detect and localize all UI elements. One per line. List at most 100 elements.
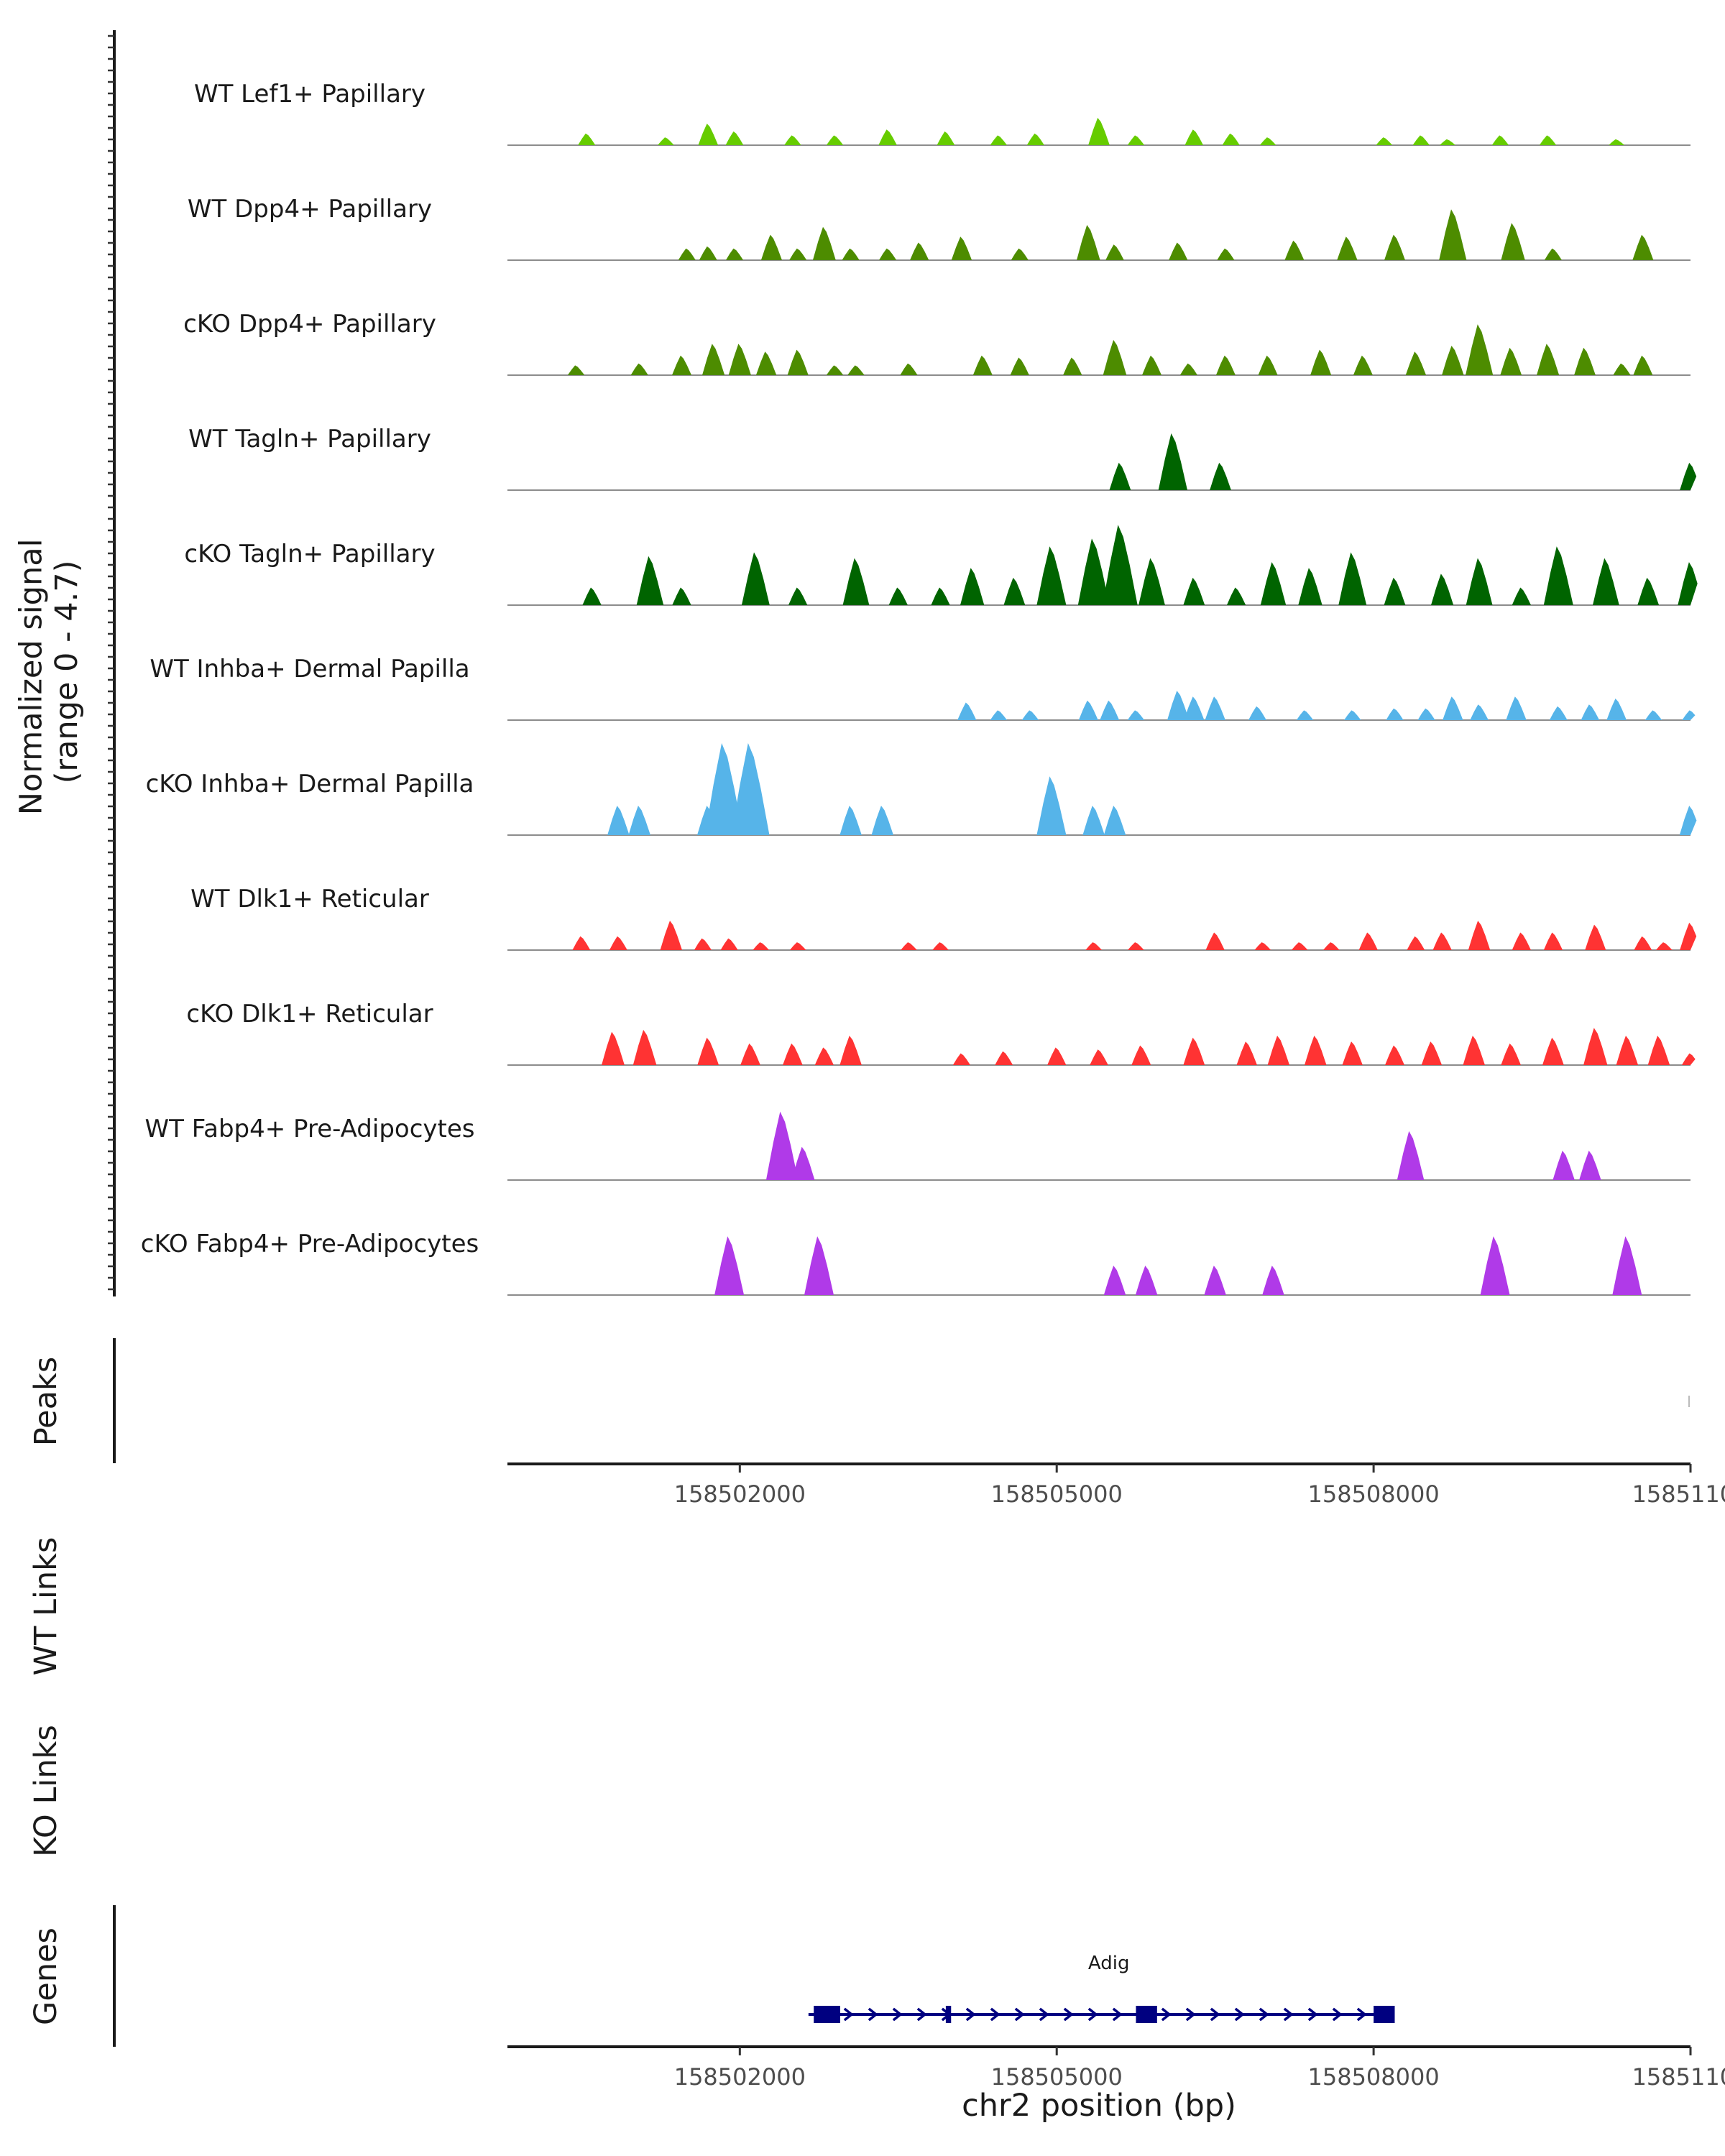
peaks-x-tick-label: 158502000 — [674, 1480, 806, 1508]
links-panel: WT Links KO Links — [28, 1537, 64, 1857]
signal-peak — [1204, 1266, 1226, 1295]
gene-adig: Adig — [808, 1953, 1395, 2023]
y-axis-title-line-1: Normalized signal — [14, 538, 50, 815]
signal-peak — [1612, 1236, 1642, 1295]
signal-peak — [1549, 706, 1568, 720]
signal-peak — [741, 552, 770, 605]
peaks-panel: Peaks 158502000 158505000 158508000 15851100 — [28, 1338, 1725, 1508]
signal-peak — [697, 1037, 719, 1065]
signal-peak — [1466, 558, 1493, 605]
signal-peak — [879, 248, 897, 260]
signal-peak — [1655, 942, 1673, 950]
signal-peak — [1644, 710, 1662, 720]
signal-peak — [1466, 324, 1494, 375]
signal-peak — [1543, 546, 1573, 605]
track-label: cKO Dpp4+ Papillary — [183, 310, 436, 338]
signal-peak — [1443, 696, 1463, 720]
signal-peak — [1384, 234, 1405, 260]
signal-peak — [1500, 347, 1522, 375]
signal-peak — [632, 1030, 657, 1065]
signal-peak — [1397, 1130, 1425, 1180]
track-label: WT Dpp4+ Papillary — [188, 195, 432, 224]
signal-peak — [960, 568, 985, 605]
genes-panel: Genes Adig 158502000 158505000 158508000 1585… — [28, 1905, 1725, 2124]
signal-peak — [900, 363, 918, 375]
gene-exon — [1374, 2006, 1395, 2023]
signal-peak — [1082, 806, 1105, 835]
signal-peak — [1480, 1236, 1510, 1295]
signal-peak — [1353, 355, 1373, 375]
strand-arrow — [1112, 2007, 1123, 2022]
signal-peak — [1183, 1037, 1205, 1065]
signal-peak — [1376, 137, 1393, 145]
track-label: cKO Fabp4+ Pre-Adipocytes — [141, 1230, 479, 1258]
signal-peak — [1384, 577, 1406, 605]
gene-name-label: Adig — [1088, 1953, 1130, 1974]
signal-peak — [1682, 710, 1696, 720]
signal-peak — [636, 556, 664, 605]
signal-peak — [1128, 942, 1144, 950]
signal-peak — [1284, 240, 1305, 260]
signal-peak — [1385, 1045, 1404, 1065]
signal-peak — [1131, 1045, 1151, 1065]
signal-peak — [1439, 209, 1467, 260]
signal-peak — [1417, 708, 1435, 720]
signal-peak — [788, 587, 808, 605]
signal-peak — [740, 1044, 760, 1065]
signal-peak — [1552, 1151, 1575, 1180]
signal-peak — [578, 133, 596, 145]
signal-peak — [1217, 248, 1235, 260]
signal-peak — [1105, 244, 1124, 260]
signal-peak — [1226, 587, 1246, 605]
signal-peak — [1613, 363, 1631, 375]
signal-peak — [567, 365, 585, 375]
signal-peak — [1184, 696, 1205, 720]
signal-peak — [1010, 357, 1029, 375]
signal-peak — [791, 1146, 815, 1180]
signal-peak — [630, 363, 648, 375]
track-cko-tagln-papillary: cKO Tagln+ Papillary — [184, 525, 1698, 606]
strand-arrow — [1332, 2007, 1343, 2022]
signal-peak — [1405, 351, 1427, 375]
signal-peak — [1680, 462, 1697, 490]
signal-peak — [1296, 710, 1314, 720]
genes-x-tick-label: 15851100 — [1632, 2063, 1725, 2091]
strand-arrow — [1161, 2007, 1172, 2022]
track-wt-fabp4-pre-adipocytes: WT Fabp4+ Pre-Adipocytes — [145, 1111, 1690, 1181]
signal-peak — [1342, 1041, 1363, 1065]
signal-peak — [628, 806, 650, 835]
signal-peak — [888, 587, 908, 605]
strand-arrow — [990, 2007, 1000, 2022]
gene-exon — [1136, 2006, 1157, 2023]
signal-peak — [1338, 552, 1367, 605]
track-label: cKO Dlk1+ Reticular — [186, 1000, 433, 1028]
links-track-label: WT Links — [28, 1537, 64, 1676]
peaks-x-tick-label: 158505000 — [991, 1480, 1123, 1508]
signal-peak — [731, 743, 770, 835]
signal-peak — [1310, 349, 1332, 375]
signal-peak — [714, 1236, 745, 1295]
signal-peak — [931, 587, 950, 605]
track-label: cKO Inhba+ Dermal Papilla — [146, 770, 474, 798]
signal-peak — [910, 242, 929, 260]
strand-arrow — [1039, 2007, 1049, 2022]
signal-peak — [698, 124, 719, 145]
signal-peak — [1606, 699, 1627, 720]
signal-peak — [725, 248, 744, 260]
signal-peak — [1680, 922, 1697, 950]
signal-peak — [1593, 558, 1619, 605]
signal-peak — [760, 234, 782, 260]
track-label: WT Dlk1+ Reticular — [190, 885, 429, 913]
signal-peak — [720, 938, 738, 950]
strand-arrow — [843, 2007, 854, 2022]
signal-peak — [878, 129, 897, 145]
signal-peak — [1103, 525, 1138, 605]
y-axis-title: Normalized signal (range 0 - 4.7) — [14, 529, 85, 815]
signal-peak — [1544, 248, 1562, 260]
signal-peak — [1103, 340, 1127, 375]
signal-peak — [951, 236, 972, 260]
signal-peak — [840, 1036, 862, 1065]
signal-peak — [1463, 1036, 1485, 1065]
signal-peak — [572, 936, 591, 950]
